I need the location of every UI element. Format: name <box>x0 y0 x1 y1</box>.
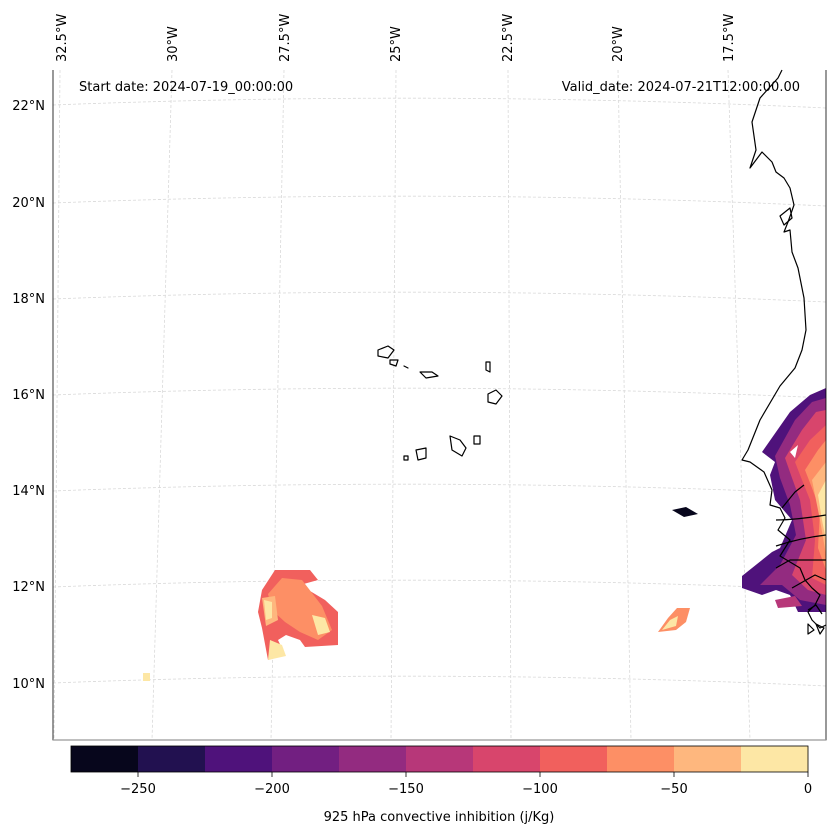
lat-label: 16°N <box>12 388 45 403</box>
lat-label: 12°N <box>12 580 45 595</box>
colorbar-frame <box>70 745 809 773</box>
colorbar-label: 925 hPa convective inhibition (j/Kg) <box>324 810 555 825</box>
colorbar-tick-label: −250 <box>120 782 156 797</box>
lat-label: 22°N <box>12 99 45 114</box>
colorbar-tick-labels: −250 −200 −150 −100 −50 0 <box>120 782 812 797</box>
colorbar-swatch <box>138 746 206 772</box>
colorbar-tick-label: −150 <box>388 782 424 797</box>
cin-patch-offshore <box>658 608 690 632</box>
lon-label: 25°W <box>389 26 404 62</box>
cin-patch-small <box>672 507 698 517</box>
cin-patch-west <box>143 570 338 681</box>
graticule-lines <box>52 69 827 741</box>
lon-label: 20°W <box>611 26 626 62</box>
colorbar-tick-label: −100 <box>522 782 558 797</box>
lon-label: 30°W <box>166 26 181 62</box>
lon-label: 32.5°W <box>55 14 70 62</box>
colorbar-swatch <box>741 746 809 772</box>
colorbar-tick-label: −200 <box>254 782 290 797</box>
colorbar-swatch <box>540 746 608 772</box>
colorbar <box>71 746 809 772</box>
latitude-labels: 22°N 20°N 18°N 16°N 14°N 12°N 10°N <box>12 99 45 692</box>
lat-label: 10°N <box>12 677 45 692</box>
lat-label: 14°N <box>12 484 45 499</box>
colorbar-swatch <box>406 746 474 772</box>
colorbar-ticks <box>137 772 809 777</box>
longitude-labels: 32.5°W 30°W 27.5°W 25°W 22.5°W 20°W 17.5… <box>55 14 737 62</box>
colorbar-swatch <box>272 746 340 772</box>
colorbar-swatch <box>674 746 742 772</box>
colorbar-swatch <box>205 746 273 772</box>
lon-label: 27.5°W <box>278 14 293 62</box>
colorbar-swatch <box>607 746 675 772</box>
lat-label: 18°N <box>12 292 45 307</box>
colorbar-tick-label: 0 <box>804 782 812 797</box>
colorbar-swatch <box>473 746 541 772</box>
colorbar-swatch <box>339 746 407 772</box>
cin-patch-coast <box>742 388 826 612</box>
lon-label: 22.5°W <box>501 14 516 62</box>
start-date-label: Start date: 2024-07-19_00:00:00 <box>79 80 293 95</box>
lat-label: 20°N <box>12 196 45 211</box>
valid-date-label: Valid_date: 2024-07-21T12:00:00.00 <box>562 80 800 95</box>
lon-label: 17.5°W <box>722 14 737 62</box>
coastlines <box>377 69 827 635</box>
colorbar-swatch <box>71 746 139 772</box>
colorbar-tick-label: −50 <box>660 782 687 797</box>
